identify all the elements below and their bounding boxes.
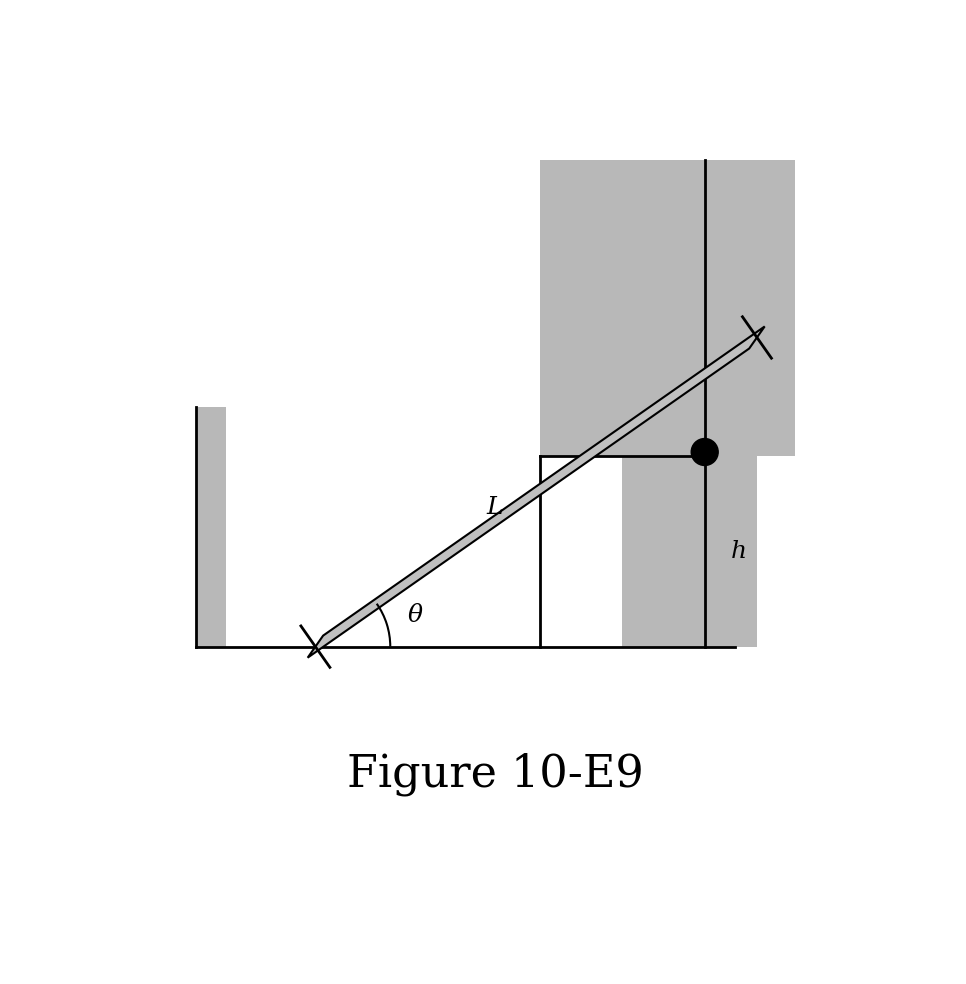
Polygon shape <box>307 327 765 657</box>
Text: h: h <box>731 539 747 563</box>
Text: L: L <box>487 496 503 519</box>
Bar <box>705 160 794 456</box>
Bar <box>622 456 757 646</box>
Circle shape <box>692 439 718 465</box>
Bar <box>540 160 757 456</box>
Text: θ: θ <box>408 603 423 627</box>
Bar <box>195 407 226 646</box>
Text: Figure 10-E9: Figure 10-E9 <box>347 752 643 796</box>
